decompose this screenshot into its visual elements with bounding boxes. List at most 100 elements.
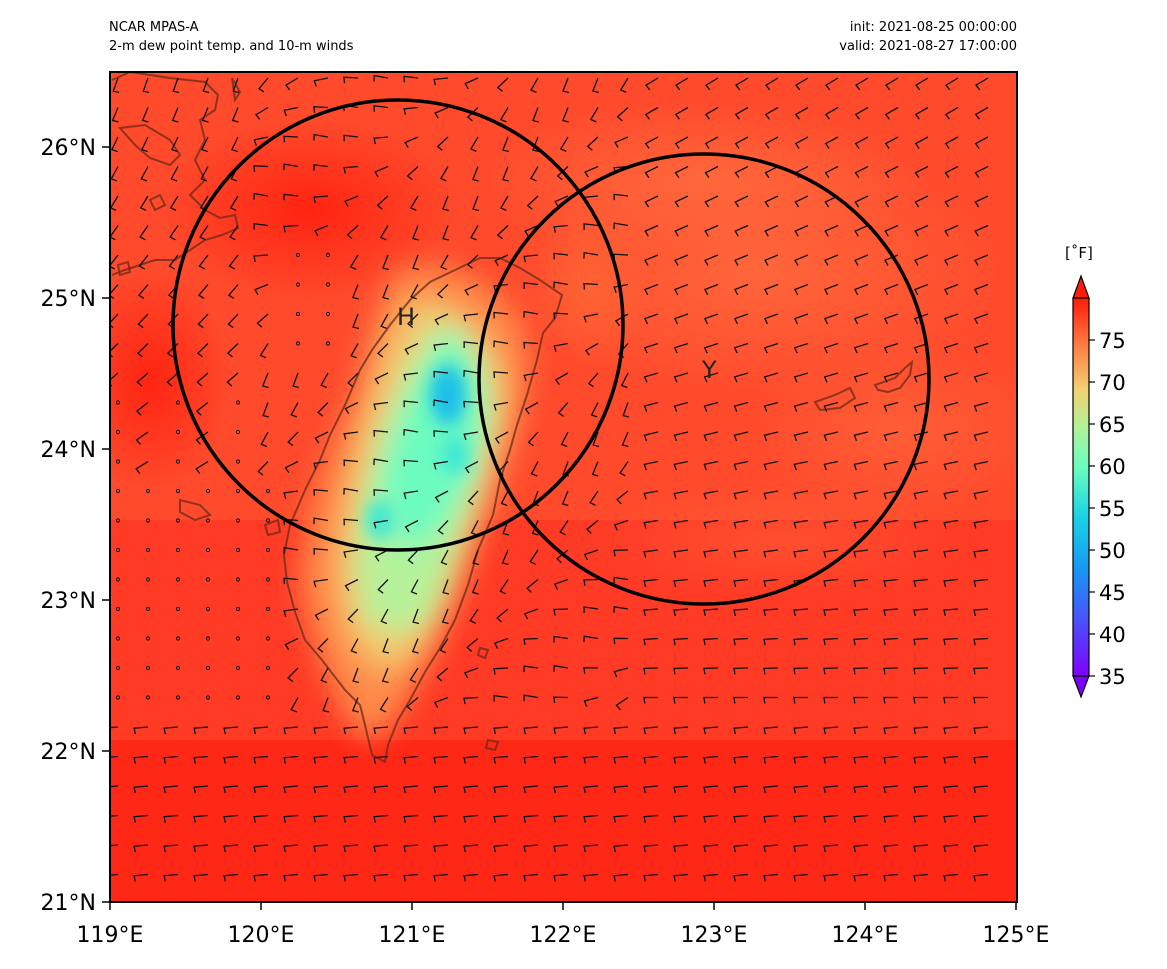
wind-barb	[403, 726, 419, 735]
wind-barb	[442, 225, 449, 241]
wind-barb	[283, 490, 299, 499]
wind-barb	[223, 814, 239, 823]
wind-barb	[559, 136, 569, 152]
wind-barb	[343, 755, 359, 764]
wind-barb	[554, 195, 569, 208]
wind-barb	[944, 106, 959, 120]
wind-barb	[793, 431, 809, 442]
wind-barb	[733, 372, 749, 383]
wind-barb	[733, 873, 749, 882]
wind-barb	[524, 224, 539, 237]
wind-barb	[463, 814, 479, 823]
wind-barb	[523, 637, 539, 646]
wind-barb	[945, 77, 959, 91]
wind-barb	[583, 873, 599, 882]
wind-barb	[464, 77, 479, 90]
wind-barb	[673, 637, 689, 646]
wind-barb	[735, 77, 749, 91]
wind-barb	[343, 165, 359, 174]
wind-barb	[944, 195, 959, 208]
colorbar-unit-label: [˚F]	[1065, 244, 1093, 262]
wind-barb	[883, 372, 899, 383]
wind-barb	[433, 844, 449, 853]
wind-barb	[733, 844, 749, 853]
wind-barb	[170, 166, 179, 182]
wind-barb	[347, 608, 359, 624]
wind-barb	[883, 696, 898, 704]
wind-barb	[373, 755, 389, 764]
wind-barb	[643, 785, 659, 794]
wind-barb	[472, 166, 479, 182]
wind-barb	[763, 490, 779, 500]
wind-barb	[613, 873, 629, 882]
wind-barb	[463, 696, 479, 705]
wind-barb	[794, 224, 809, 237]
wind-barb	[973, 431, 989, 442]
wind-barb	[973, 578, 989, 587]
wind-barb	[583, 578, 599, 587]
wind-barb	[613, 549, 629, 557]
calm-wind-marker	[145, 695, 151, 700]
wind-barb	[530, 461, 539, 477]
wind-barb	[733, 637, 749, 646]
wind-barb	[499, 107, 509, 123]
calm-wind-marker	[145, 547, 151, 553]
wind-barb	[673, 283, 689, 296]
wind-barb	[975, 77, 989, 91]
wind-barb	[913, 785, 929, 794]
wind-barb	[411, 638, 419, 654]
range-circles	[171, 98, 931, 606]
wind-barb	[433, 77, 449, 86]
wind-barb	[464, 283, 479, 296]
x-tick-label: 121°E	[379, 923, 446, 948]
wind-barb	[733, 283, 749, 296]
wind-barb	[943, 519, 959, 529]
wind-barb	[704, 165, 719, 179]
wind-barb	[133, 844, 149, 853]
wind-barb	[163, 844, 179, 853]
wind-barb	[381, 667, 389, 684]
wind-barb	[231, 107, 239, 123]
wind-barb	[373, 136, 389, 145]
wind-barb	[229, 225, 239, 241]
wind-barb	[556, 166, 569, 181]
wind-barb	[199, 225, 209, 241]
wind-barb	[734, 224, 749, 237]
wind-barb	[253, 254, 269, 263]
wind-barb	[343, 431, 359, 440]
wind-barb	[532, 107, 539, 123]
calm-wind-marker	[175, 577, 181, 582]
wind-barb	[137, 313, 149, 329]
calm-wind-marker	[145, 518, 151, 523]
wind-barb	[317, 402, 329, 417]
calm-wind-marker	[265, 547, 271, 553]
wind-barb	[196, 343, 209, 358]
wind-barb	[853, 372, 869, 383]
wind-barb	[226, 372, 239, 387]
wind-barb	[322, 697, 330, 713]
wind-barb	[794, 136, 809, 149]
wind-barb	[763, 667, 779, 675]
wind-barb	[436, 284, 449, 299]
wind-barb	[613, 726, 629, 735]
calm-wind-marker	[115, 636, 121, 641]
wind-barb	[643, 726, 659, 735]
wind-barb	[110, 254, 119, 270]
calm-wind-marker	[175, 488, 181, 494]
calm-wind-marker	[265, 606, 271, 612]
wind-barb	[493, 637, 509, 649]
wind-barb	[287, 431, 299, 447]
wind-barb	[373, 458, 389, 466]
wind-barb	[553, 312, 569, 320]
wind-barb	[673, 431, 689, 442]
wind-barb	[824, 165, 839, 179]
wind-barb	[673, 755, 689, 764]
wind-barb	[530, 77, 539, 93]
wind-barb	[466, 254, 479, 269]
wind-barb	[283, 193, 299, 201]
wind-barb	[973, 549, 989, 558]
wind-barb	[943, 460, 959, 471]
wind-barb	[853, 342, 869, 354]
wind-barb	[763, 608, 779, 617]
wind-barb	[523, 844, 539, 853]
